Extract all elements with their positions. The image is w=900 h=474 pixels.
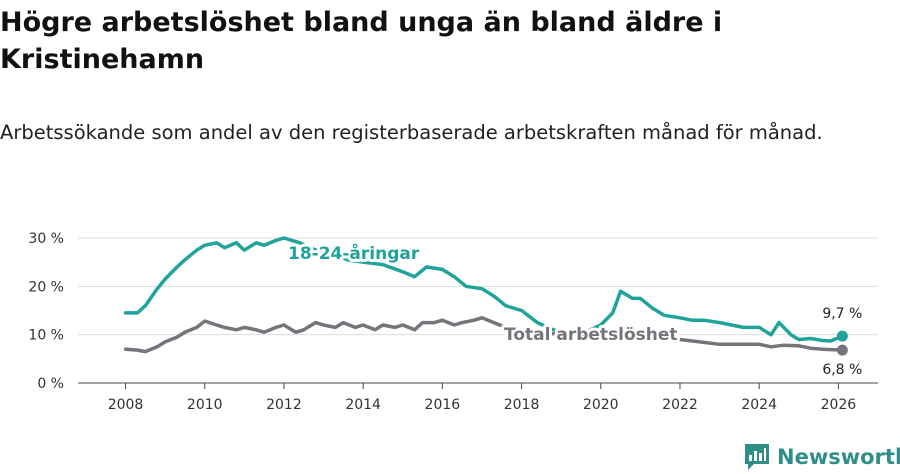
series-label-0: 18-24-åringar [288,242,420,264]
x-tick-label: 2024 [741,397,777,413]
newsworthy-logo-icon [745,444,769,470]
x-tick-label: 2018 [504,397,540,413]
series-line-0 [123,236,845,343]
brand: Newsworthy [745,443,900,471]
brand-name: Newsworthy [777,445,900,469]
x-tick-label: 2010 [187,397,223,413]
x-tick-label: 2014 [345,397,381,413]
axes: 0 % 10 % 20 % 30 % 2008 2010 2012 2014 2016 2018 2… [28,231,878,413]
grid-lines [78,237,878,336]
series [123,236,848,356]
series-line-1 [123,316,845,354]
x-tick-label: 2020 [583,397,619,413]
y-tick-label: 20 % [28,279,64,295]
x-tick-label: 2022 [662,397,698,413]
end-value-label-0: 9,7 % [822,306,862,322]
y-tick-label: 0 % [37,376,64,392]
end-value-label-1: 6,8 % [822,362,862,378]
y-tick-label: 10 % [28,328,64,344]
series-end-point-1 [836,344,848,356]
y-tick-label: 30 % [28,231,64,247]
line-chart: 0 % 10 % 20 % 30 % 2008 2010 2012 2014 2016 2018 2… [28,231,878,413]
x-tick-label: 2016 [425,397,461,413]
x-tick-label: 2026 [821,397,857,413]
series-label-1: Total arbetslöshet [504,325,678,345]
x-tick-label: 2012 [266,397,302,413]
chart-title: Högre arbetslöshet bland unga än bland ä… [0,7,723,75]
x-tick-label: 2008 [108,397,144,413]
chart-subtitle: Arbetssökande som andel av den registerb… [0,121,823,144]
series-labels: 18-24-åringar Total arbetslöshet 9,7 % 6,8 … [285,239,864,380]
series-end-point-0 [836,330,848,342]
